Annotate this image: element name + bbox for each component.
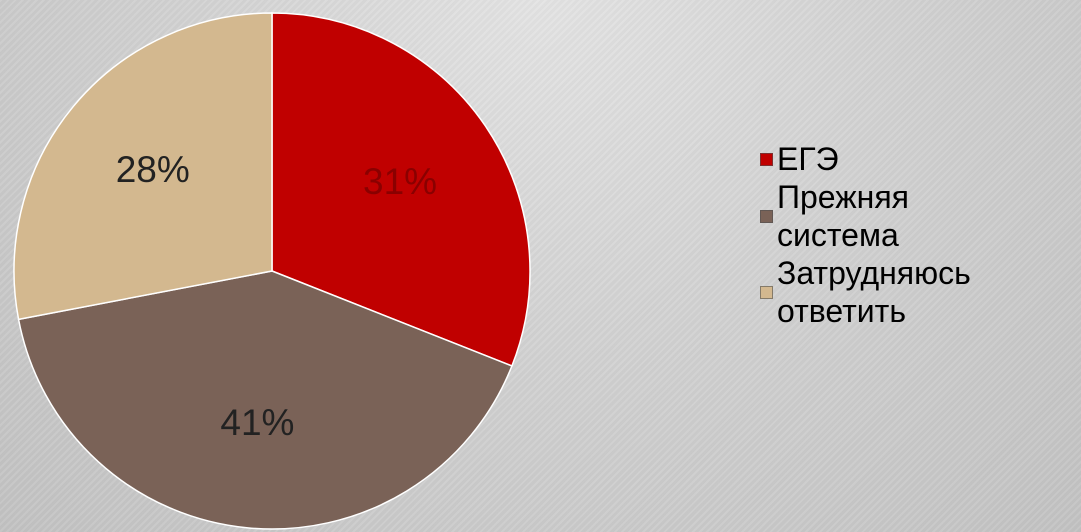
chart-legend: ЕГЭ Прежняя система Затрудняюсь ответить	[760, 140, 1075, 330]
legend-label-ege: ЕГЭ	[777, 140, 839, 178]
legend-swatch-previous-system	[760, 209, 773, 223]
legend-label-undecided-line-1: Затрудняюсь	[777, 255, 971, 291]
pie-label-ege: 31%	[363, 161, 437, 202]
pie-slice-undecided	[13, 12, 273, 321]
legend-item-previous-system: Прежняя система	[760, 178, 1075, 254]
pie-slice-previous-system	[17, 270, 513, 530]
legend-label-ege-line-1: ЕГЭ	[777, 141, 839, 177]
pie-slice-ege	[271, 12, 531, 367]
pie-label-previous-system: 41%	[220, 402, 294, 443]
legend-label-undecided: Затрудняюсь ответить	[777, 254, 971, 330]
legend-label-previous-system: Прежняя система	[777, 178, 909, 254]
legend-swatch-undecided	[760, 285, 773, 299]
pie-label-undecided: 28%	[116, 149, 190, 190]
legend-label-undecided-line-2: ответить	[777, 293, 906, 329]
legend-item-ege: ЕГЭ	[760, 140, 1075, 178]
legend-item-undecided: Затрудняюсь ответить	[760, 254, 1075, 330]
legend-label-previous-system-line-2: система	[777, 217, 899, 253]
legend-label-previous-system-line-1: Прежняя	[777, 179, 909, 215]
legend-swatch-ege	[760, 152, 773, 166]
